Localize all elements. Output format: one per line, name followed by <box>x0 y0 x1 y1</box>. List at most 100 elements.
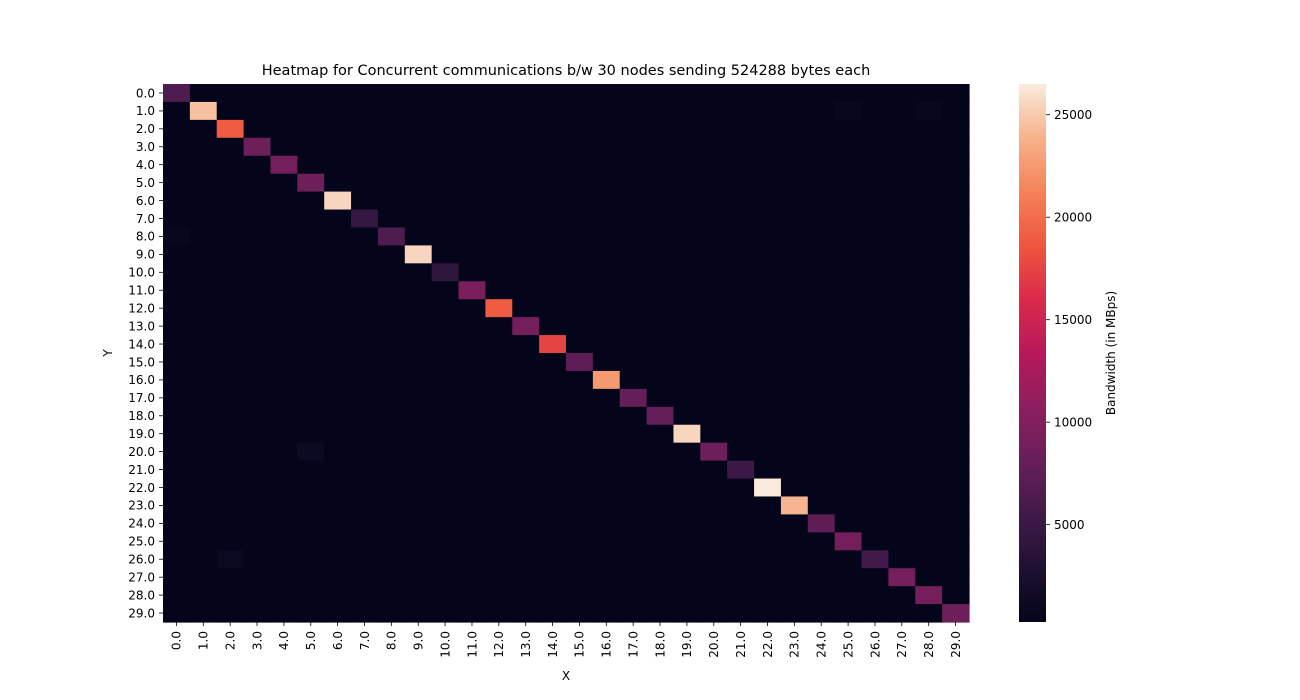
heatmap-cell <box>566 245 594 264</box>
x-tick-label: 26.0 <box>868 631 882 658</box>
heatmap-cell <box>189 281 218 300</box>
heatmap-cell <box>189 442 218 462</box>
heatmap-cell <box>619 460 648 480</box>
heatmap-cell <box>189 460 218 480</box>
heatmap-cell <box>270 406 298 426</box>
heatmap-cell <box>297 263 325 282</box>
heatmap-cell <box>458 442 486 462</box>
heatmap-cell <box>646 173 675 193</box>
heatmap-cell <box>807 263 836 282</box>
heatmap-cell <box>754 227 782 246</box>
heatmap-cell <box>834 155 863 175</box>
heatmap-cell <box>754 263 782 282</box>
heatmap-cell <box>351 406 379 426</box>
heatmap-cell <box>780 84 809 103</box>
heatmap-cell <box>807 245 836 264</box>
heatmap-cell <box>404 388 433 408</box>
heatmap-cell-diagonal <box>861 550 889 569</box>
heatmap-cell <box>539 424 567 444</box>
heatmap-cell <box>297 460 325 480</box>
heatmap-cell <box>942 227 970 246</box>
heatmap-cell <box>646 604 675 623</box>
heatmap-cell <box>566 424 594 444</box>
heatmap-cell <box>458 568 486 587</box>
heatmap-cell <box>780 209 809 229</box>
heatmap-cell <box>351 370 379 390</box>
heatmap-cell <box>754 514 782 533</box>
heatmap-cell <box>216 442 245 462</box>
heatmap-cell <box>942 442 970 462</box>
heatmap-cell <box>780 568 809 587</box>
heatmap-cell <box>619 263 648 282</box>
heatmap-cell <box>619 604 648 623</box>
heatmap-cell <box>566 155 594 175</box>
heatmap-cell <box>485 137 513 157</box>
heatmap-cell <box>942 406 970 426</box>
x-tick-label: 23.0 <box>788 631 802 658</box>
x-tick-label: 22.0 <box>761 631 775 658</box>
heatmap-cell <box>458 586 486 605</box>
heatmap-cell <box>646 586 675 605</box>
heatmap-cell <box>888 496 916 515</box>
heatmap-cell <box>566 406 594 426</box>
heatmap-cell <box>297 568 325 587</box>
heatmap-cell <box>243 424 272 444</box>
heatmap-cell <box>216 550 245 569</box>
heatmap-cell <box>942 119 970 139</box>
heatmap-cell <box>915 550 943 569</box>
heatmap-cell <box>700 263 728 282</box>
heatmap-cell <box>915 281 943 300</box>
heatmap-cell <box>619 550 648 569</box>
x-tick-label: 3.0 <box>250 631 264 650</box>
heatmap-cell <box>619 424 648 444</box>
x-tick-label: 5.0 <box>304 631 318 650</box>
heatmap-cell <box>404 317 433 336</box>
heatmap-cell <box>915 335 943 354</box>
heatmap-cell <box>619 406 648 426</box>
heatmap-cell <box>189 478 218 498</box>
heatmap-cell <box>216 604 245 623</box>
heatmap-cell <box>404 496 433 515</box>
heatmap-cell <box>351 299 379 318</box>
heatmap-cell <box>646 353 675 372</box>
heatmap-cell <box>700 353 728 372</box>
heatmap-cell-diagonal <box>324 191 352 211</box>
heatmap-cell <box>163 568 191 587</box>
heatmap-cell <box>163 137 191 157</box>
heatmap-cell <box>404 568 433 587</box>
heatmap-cell <box>324 281 352 300</box>
heatmap-cell <box>861 209 889 229</box>
heatmap-cell <box>727 568 755 587</box>
heatmap-cell <box>780 442 809 462</box>
heatmap-cell-diagonal <box>888 568 916 587</box>
heatmap-cell <box>834 84 863 103</box>
heatmap-cell <box>458 263 486 282</box>
heatmap-cell <box>619 317 648 336</box>
heatmap-cell <box>807 568 836 587</box>
heatmap-cell <box>539 84 567 103</box>
heatmap-cell <box>566 442 594 462</box>
heatmap-cell <box>324 568 352 587</box>
heatmap-cell <box>807 173 836 193</box>
heatmap-cell <box>780 388 809 408</box>
heatmap-cell <box>700 84 728 103</box>
y-tick-label: 14.0 <box>128 337 155 351</box>
heatmap-cell <box>324 335 352 354</box>
heatmap-cell <box>754 424 782 444</box>
heatmap-cell <box>807 532 836 551</box>
heatmap-cell <box>780 173 809 193</box>
heatmap-cell <box>592 317 621 336</box>
heatmap-cell <box>619 568 648 587</box>
heatmap-cell <box>754 191 782 211</box>
x-tick-label: 7.0 <box>358 631 372 650</box>
heatmap-cell <box>807 424 836 444</box>
heatmap-cell <box>485 568 513 587</box>
heatmap-cell <box>270 281 298 300</box>
heatmap-cell <box>834 478 863 498</box>
heatmap-cell <box>888 335 916 354</box>
heatmap-cell <box>243 173 272 193</box>
y-tick-label: 15.0 <box>128 355 155 369</box>
heatmap-cell <box>807 550 836 569</box>
heatmap-cell <box>512 101 540 121</box>
heatmap-cell <box>807 101 836 121</box>
